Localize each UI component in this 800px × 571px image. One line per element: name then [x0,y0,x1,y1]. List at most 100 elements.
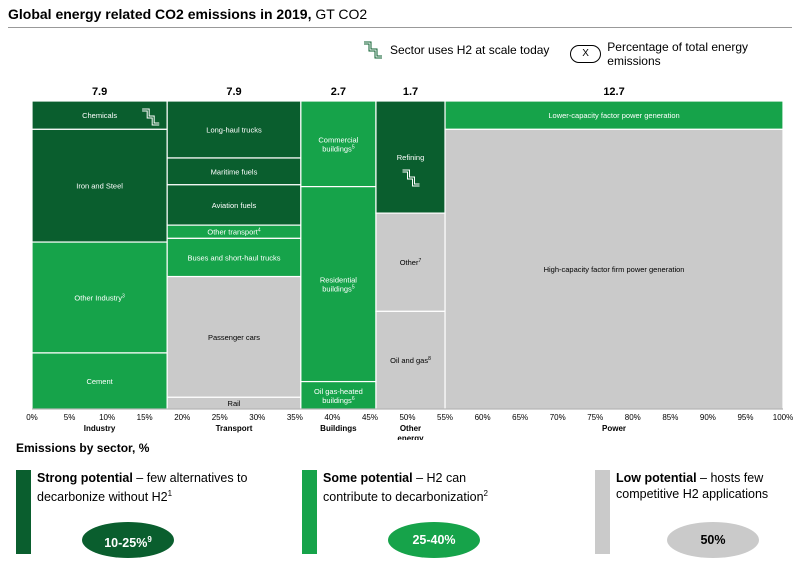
segment-label-aviation-fuels: Aviation fuels [212,201,257,210]
some-potential-label: Some potential [323,471,413,485]
segment-high-capacity-factor-firm-power-generation [444,128,784,410]
segment-label-oil-gas-heated-buildings-1: buildings6 [322,396,355,405]
x-tick-5: 25% [212,413,228,422]
x-tick-2: 10% [99,413,115,422]
segment-label-high-capacity-factor-firm-power-generation: High-capacity factor firm power generati… [544,265,685,274]
segment-label-oil-and-gas: Oil and gas8 [390,356,431,365]
chart-title: Global energy related CO2 emissions in 2… [8,6,367,22]
segment-footnote-other-transport: 4 [258,228,261,234]
pipe-icon-refining [402,169,420,187]
x-tick-18: 90% [700,413,716,422]
column-total-transport: 7.9 [226,86,241,98]
column-total-buildings: 2.7 [331,86,346,98]
x-tick-4: 20% [174,413,190,422]
strong-potential-label: Strong potential [37,471,133,485]
some-potential-oval-text: 25-40% [412,533,456,547]
low-potential-oval: 50% [667,522,759,558]
segment-commercial-buildings [300,100,377,188]
segment-buses-and-short-haul-trucks [166,237,302,278]
low-potential-oval-text: 50% [700,533,726,547]
strong-potential-text: Strong potential – few alternatives to d… [37,470,257,505]
segment-footnote-other-industry: 3 [122,294,125,300]
title-divider [8,27,792,28]
column-label-transport: Transport [216,424,253,433]
segment-footnote-oil-gas-heated-buildings: 6 [352,396,355,402]
strong-potential-oval-sup: 9 [147,535,152,544]
some-potential-text: Some potential – H2 can contribute to de… [323,470,523,505]
column-label-other-energy: Other [400,424,421,433]
segment-other-industry [31,241,168,354]
segment-label-lower-capacity-factor-power-generation: Lower-capacity factor power generation [548,111,679,120]
x-tick-20: 100% [773,413,793,422]
strong-potential-oval-text: 10-25% [104,536,148,551]
marimekko-chart: 7.9 Industry Chemicals Iron and Steel Other … [26,86,793,440]
segment-residential-buildings [300,186,377,383]
x-tick-12: 60% [475,413,491,422]
some-potential-desc: – H2 can contribute to decarbonization [323,471,484,505]
low-potential-label: Low potential [616,471,697,485]
column-label-buildings: Buildings [320,424,357,433]
x-tick-7: 35% [287,413,303,422]
segment-label-refining: Refining [397,153,425,162]
x-tick-19: 95% [737,413,753,422]
low-potential-desc: – hosts few competitive H2 applications [616,471,769,501]
strong-potential-oval: 10-25%9 [82,522,174,558]
legend-pct-label: Percentage of total energy emissions [607,40,749,68]
column-total-other-energy: 1.7 [403,86,418,98]
segment-passenger-cars [166,275,302,398]
segment-label-oil-gas-heated-buildings: Oil gas-heated [314,387,363,396]
x-tick-11: 55% [437,413,453,422]
column-label-other-energy-1: energy [397,434,424,440]
x-tick-9: 45% [362,413,378,422]
segment-maritime-fuels [166,157,302,186]
segment-footnote-other: 7 [418,258,421,264]
column-label-industry: Industry [84,424,116,433]
x-axis-title: Emissions by sector, % [16,441,150,455]
x-tick-13: 65% [512,413,528,422]
x-tick-16: 80% [625,413,641,422]
segment-long-haul-trucks [166,100,302,159]
segment-label-buses-and-short-haul-trucks: Buses and short-haul trucks [188,253,281,262]
segment-label-rail: Rail [228,399,241,408]
strong-potential-sup: 1 [167,489,173,498]
segment-label-commercial-buildings-1: buildings5 [322,144,355,153]
segment-footnote-oil-and-gas: 8 [428,356,431,362]
x-tick-14: 70% [550,413,566,422]
segment-other [375,212,446,312]
segment-label-long-haul-trucks: Long-haul trucks [206,125,262,134]
x-tick-6: 30% [249,413,265,422]
segment-label-residential-buildings: Residential [320,276,357,285]
low-potential-bar [595,470,610,554]
segment-label-commercial-buildings: Commercial [318,135,358,144]
chart-title-rest: GT CO2 [311,6,368,22]
legend-h2: Sector uses H2 at scale today [362,40,549,60]
some-potential-oval: 25-40% [388,522,480,558]
some-potential-bar [302,470,317,554]
segment-lower-capacity-factor-power-generation [444,100,784,130]
segment-label-maritime-fuels: Maritime fuels [211,167,258,176]
x-tick-10: 50% [399,413,415,422]
column-total-industry: 7.9 [92,86,107,98]
x-tick-17: 85% [662,413,678,422]
column-total-power: 12.7 [603,86,624,98]
legend-pct-symbol: X [570,45,602,63]
pipe-icon-chemicals [142,108,160,126]
segment-label-iron-and-steel: Iron and Steel [76,182,123,191]
segment-label-other-transport: Other transport4 [207,228,260,237]
some-potential-sup: 2 [483,489,488,498]
segment-label-passenger-cars: Passenger cars [208,333,260,342]
segment-label-other-industry: Other Industry3 [74,294,125,303]
column-label-power: Power [602,424,626,433]
chart-title-bold: Global energy related CO2 emissions in 2… [8,6,312,22]
segment-label-chemicals: Chemicals [82,111,117,120]
segment-label-cement: Cement [86,377,113,386]
pipe-icon [364,41,382,59]
strong-potential-desc: – few alternatives to decarbonize withou… [37,471,248,505]
strong-potential-bar [16,470,31,554]
segment-label-other: Other7 [400,258,422,267]
segment-footnote-residential-buildings: 5 [352,285,355,291]
x-tick-3: 15% [137,413,153,422]
low-potential-text: Low potential – hosts few competitive H2… [616,470,786,502]
x-tick-8: 40% [324,413,340,422]
x-tick-1: 5% [64,413,76,422]
